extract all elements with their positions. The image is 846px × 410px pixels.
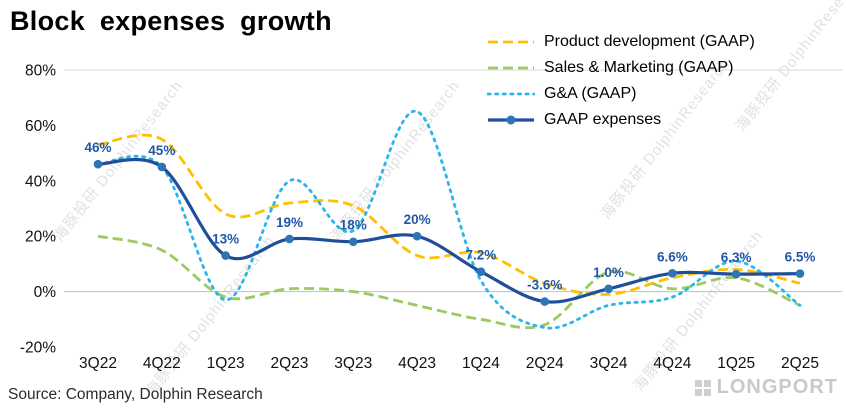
x-axis-tick-label: 3Q22 bbox=[79, 355, 117, 372]
legend-item: G&A (GAAP) bbox=[487, 84, 755, 104]
legend-label: Product development (GAAP) bbox=[544, 33, 755, 50]
x-axis-tick-label: 4Q24 bbox=[653, 355, 691, 372]
data-label: 7.2% bbox=[466, 248, 497, 263]
legend-item: Product development (GAAP) bbox=[487, 32, 755, 52]
chart-title: Block expenses growth bbox=[10, 6, 332, 36]
x-axis-tick-label: 2Q25 bbox=[781, 355, 819, 372]
series-line bbox=[96, 110, 802, 330]
legend-line-sample-icon bbox=[488, 40, 534, 44]
y-axis-tick-label: 0% bbox=[34, 284, 57, 301]
longport-logo-icon bbox=[694, 379, 711, 396]
data-point-marker bbox=[412, 231, 422, 241]
data-point-marker bbox=[476, 267, 486, 276]
data-point-marker bbox=[93, 159, 103, 169]
series-line bbox=[97, 234, 801, 330]
y-axis-tick-label: 40% bbox=[25, 173, 56, 190]
data-point-marker bbox=[285, 234, 294, 244]
longport-brand: LONGPORT bbox=[694, 376, 838, 399]
brand-label: LONGPORT bbox=[716, 376, 838, 398]
data-label: 20% bbox=[404, 212, 431, 227]
data-point-marker bbox=[540, 297, 550, 306]
legend-label: G&A (GAAP) bbox=[544, 85, 637, 102]
legend-label: Sales & Marketing (GAAP) bbox=[544, 59, 734, 76]
data-label: 6.6% bbox=[657, 249, 688, 264]
data-label: 6.5% bbox=[785, 250, 816, 265]
series-line bbox=[97, 157, 801, 304]
data-point-marker bbox=[731, 269, 741, 279]
data-label: 19% bbox=[276, 215, 303, 230]
chart-legend: Product development (GAAP) Sales & Market… bbox=[487, 32, 755, 130]
x-axis-tick-label: 4Q23 bbox=[398, 355, 436, 372]
x-axis-tick-label: 3Q23 bbox=[334, 355, 372, 372]
data-point-marker bbox=[795, 269, 805, 278]
data-label: 46% bbox=[84, 140, 111, 155]
x-axis-tick-label: 4Q22 bbox=[143, 355, 181, 372]
data-label: 13% bbox=[212, 232, 239, 247]
y-axis-tick-label: 20% bbox=[25, 229, 56, 246]
data-label: -3.6% bbox=[527, 278, 562, 293]
legend-item: GAAP expenses bbox=[487, 110, 755, 130]
x-axis-tick-label: 1Q24 bbox=[462, 355, 500, 372]
y-axis-tick-label: 60% bbox=[25, 118, 56, 135]
data-point-marker bbox=[348, 237, 358, 247]
legend-line-sample-icon bbox=[487, 92, 535, 96]
data-point-marker bbox=[604, 284, 613, 294]
x-axis-tick-label: 1Q25 bbox=[717, 355, 755, 372]
data-point-marker bbox=[157, 162, 167, 172]
x-axis-tick-label: 3Q24 bbox=[590, 355, 628, 372]
legend-line-sample-icon bbox=[488, 115, 534, 125]
data-label: 6.3% bbox=[721, 250, 752, 265]
x-axis-tick-label: 2Q24 bbox=[526, 355, 564, 372]
source-note: Source: Company, Dolphin Research bbox=[8, 386, 263, 403]
x-axis-tick-label: 1Q23 bbox=[207, 355, 245, 372]
legend-item: Sales & Marketing (GAAP) bbox=[487, 58, 755, 78]
x-axis-tick-label: 2Q23 bbox=[270, 355, 308, 372]
series-line bbox=[97, 133, 801, 296]
legend-label: GAAP expenses bbox=[544, 111, 662, 128]
y-axis-tick-label: 80% bbox=[25, 63, 56, 80]
data-label: 18% bbox=[340, 218, 367, 233]
legend-line-sample-icon bbox=[488, 66, 534, 70]
y-axis-tick-label: -20% bbox=[20, 340, 56, 357]
data-point-marker bbox=[668, 269, 677, 278]
data-point-marker bbox=[221, 251, 230, 260]
data-label: 1.0% bbox=[593, 265, 624, 280]
data-label: 45% bbox=[148, 143, 175, 158]
